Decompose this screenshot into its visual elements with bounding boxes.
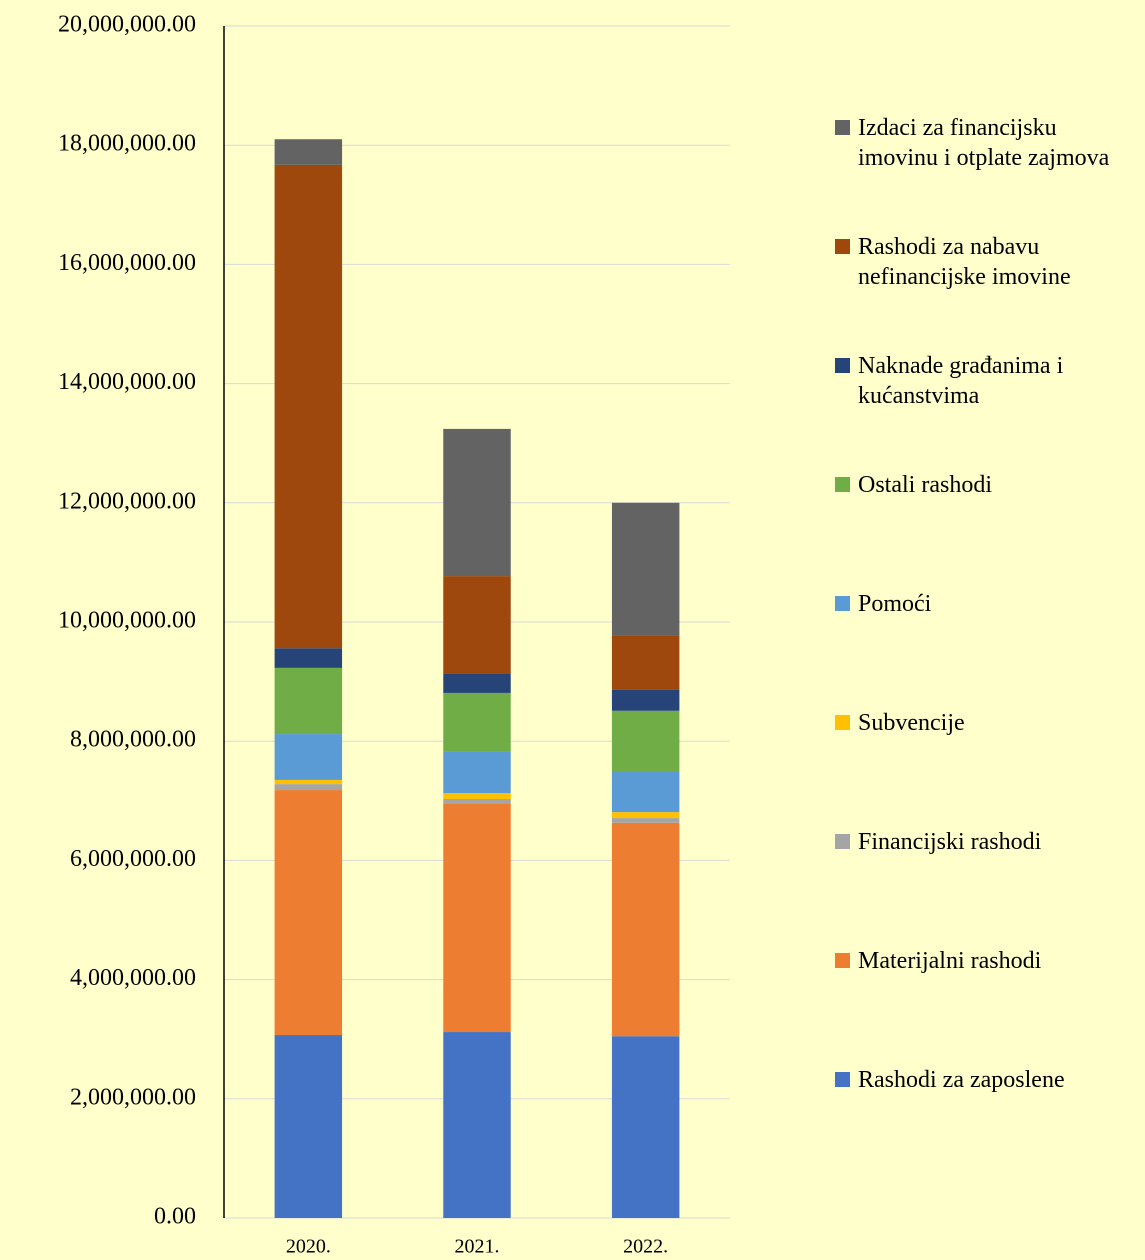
legend-label: Pomoći [858, 591, 932, 617]
bar-segment [274, 779, 343, 785]
bar-segment [443, 673, 511, 693]
legend-swatch [835, 834, 850, 849]
legend-label: Rashodi za zaposlene [858, 1067, 1065, 1093]
legend-item: Izdaci za financijsku imovinu i otplate … [835, 113, 1135, 173]
y-tick-label: 16,000,000.00 [58, 250, 196, 276]
bar-segment [443, 692, 511, 752]
bar-segment [443, 793, 511, 800]
legend-swatch [835, 715, 850, 730]
y-tick-label: 12,000,000.00 [58, 488, 196, 514]
bar-segment [274, 790, 343, 1036]
x-tick-label: 2022. [623, 1236, 668, 1258]
legend-label: Materijalni rashodi [858, 948, 1042, 974]
legend-item: Materijalni rashodi [835, 946, 1135, 976]
bar-segment [274, 648, 343, 668]
bar-segment [274, 784, 343, 791]
bar-segment [611, 689, 680, 711]
bar-segment [611, 818, 680, 823]
legend-swatch [835, 358, 850, 373]
bar-segment [274, 139, 343, 165]
y-tick-label: 4,000,000.00 [70, 965, 196, 991]
legend-label: Financijski rashodi [858, 829, 1042, 855]
bar-segment [611, 635, 680, 690]
bar-segment [274, 734, 343, 780]
bar-segment [611, 771, 680, 813]
bar-segment [274, 1035, 343, 1218]
legend-swatch [835, 953, 850, 968]
legend-item: Rashodi za nabavu nefinancijske imovine [835, 232, 1135, 292]
legend-item: Rashodi za zaposlene [835, 1065, 1135, 1095]
bar-segment [611, 710, 680, 771]
y-tick-label: 14,000,000.00 [58, 369, 196, 395]
bar-segment [611, 812, 680, 819]
bar-segment [274, 667, 343, 735]
x-tick-label: 2021. [455, 1236, 500, 1258]
legend-item: Naknade građanima i kućanstvima [835, 351, 1135, 411]
legend-swatch [835, 477, 850, 492]
y-tick-label: 18,000,000.00 [58, 131, 196, 157]
bar-segment [611, 822, 680, 1037]
bar-segment [443, 576, 511, 674]
legend-label: Subvencije [858, 710, 965, 736]
y-tick-label: 10,000,000.00 [58, 608, 196, 634]
legend-label: Naknade građanima i kućanstvima [858, 353, 1064, 409]
bar-segment [611, 1036, 680, 1218]
legend-swatch [835, 239, 850, 254]
bar-segment [611, 502, 680, 636]
legend-item: Subvencije [835, 708, 1135, 738]
legend-swatch [835, 120, 850, 135]
legend-item: Ostali rashodi [835, 470, 1135, 500]
legend-swatch [835, 1072, 850, 1087]
bar-segment [274, 164, 343, 649]
bar-segment [443, 799, 511, 804]
y-tick-label: 8,000,000.00 [70, 727, 196, 753]
y-tick-label: 0.00 [154, 1204, 196, 1230]
legend-swatch [835, 596, 850, 611]
legend-label: Ostali rashodi [858, 472, 992, 498]
y-tick-label: 2,000,000.00 [70, 1084, 196, 1110]
legend-label: Izdaci za financijsku imovinu i otplate … [858, 115, 1110, 171]
legend-label: Rashodi za nabavu nefinancijske imovine [858, 234, 1071, 290]
bar-segment [443, 751, 511, 794]
y-tick-label: 6,000,000.00 [70, 846, 196, 872]
bar-segment [443, 428, 511, 577]
legend-item: Financijski rashodi [835, 827, 1135, 857]
legend-item: Pomoći [835, 589, 1135, 619]
x-tick-label: 2020. [286, 1236, 331, 1258]
y-tick-label: 20,000,000.00 [58, 12, 196, 38]
bar-segment [443, 1032, 511, 1218]
bar-segment [443, 803, 511, 1033]
